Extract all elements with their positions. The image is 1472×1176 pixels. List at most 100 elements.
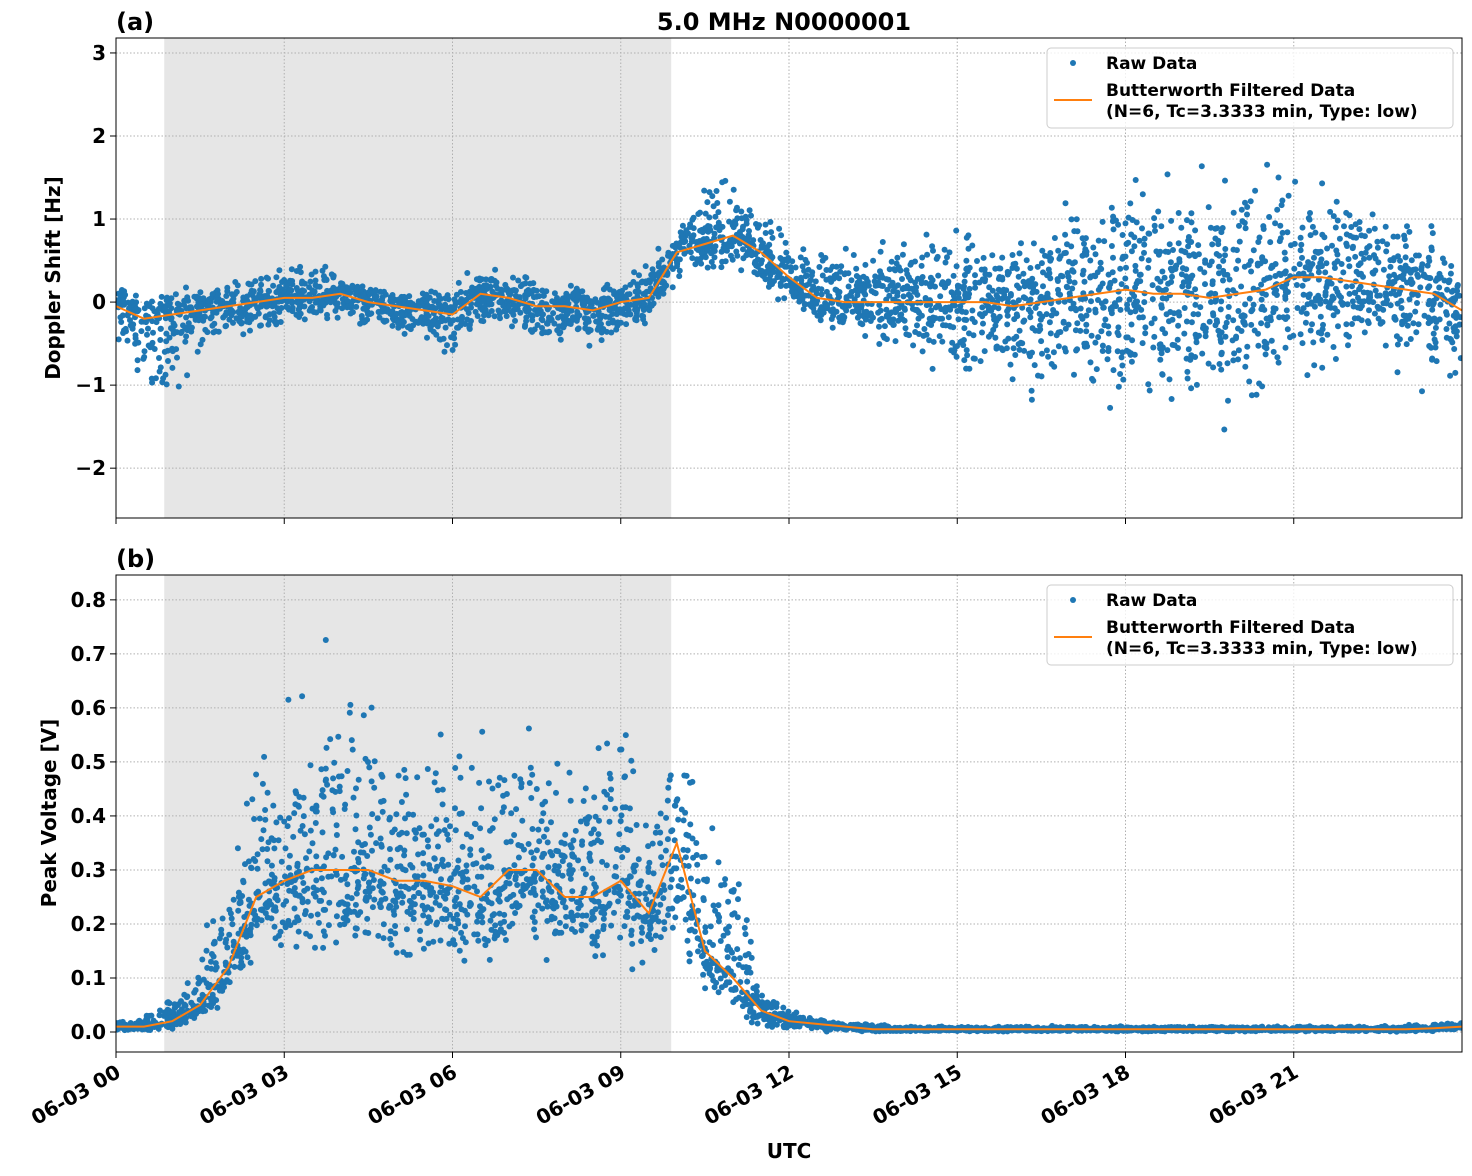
raw-data-point xyxy=(450,916,456,922)
raw-data-point xyxy=(1231,210,1237,216)
raw-data-point xyxy=(433,817,439,823)
raw-data-point xyxy=(549,852,555,858)
raw-data-point xyxy=(265,790,271,796)
raw-data-point xyxy=(1004,321,1010,327)
raw-data-point xyxy=(699,854,705,860)
raw-data-point xyxy=(935,254,941,260)
raw-data-point xyxy=(307,933,313,939)
raw-data-point xyxy=(933,304,939,310)
panel-a-ylabel: Doppler Shift [Hz] xyxy=(41,176,65,380)
raw-data-point xyxy=(506,304,512,310)
raw-data-point xyxy=(535,310,541,316)
raw-data-point xyxy=(387,846,393,852)
raw-data-point xyxy=(272,924,278,930)
raw-data-point xyxy=(381,935,387,941)
raw-data-point xyxy=(710,264,716,270)
raw-data-point xyxy=(1120,232,1126,238)
raw-data-point xyxy=(1090,245,1096,251)
raw-data-point xyxy=(1208,225,1214,231)
raw-data-point xyxy=(1218,339,1224,345)
raw-data-point xyxy=(1346,263,1352,269)
raw-data-point xyxy=(879,316,885,322)
raw-data-point xyxy=(593,814,599,820)
raw-data-point xyxy=(530,280,536,286)
raw-data-point xyxy=(467,903,473,909)
raw-data-point xyxy=(1436,276,1442,282)
raw-data-point xyxy=(591,826,597,832)
raw-data-point xyxy=(783,240,789,246)
raw-data-point xyxy=(1159,326,1165,332)
raw-data-point xyxy=(452,898,458,904)
raw-data-point xyxy=(946,314,952,320)
raw-data-point xyxy=(442,896,448,902)
raw-data-point xyxy=(1383,224,1389,230)
raw-data-point xyxy=(373,294,379,300)
raw-data-point xyxy=(607,819,613,825)
raw-data-point xyxy=(220,916,226,922)
raw-data-point xyxy=(246,313,252,319)
raw-data-point xyxy=(589,875,595,881)
raw-data-point xyxy=(147,344,153,350)
raw-data-point xyxy=(485,863,491,869)
raw-data-point xyxy=(1138,307,1144,313)
raw-data-point xyxy=(1188,385,1194,391)
raw-data-point xyxy=(479,919,485,925)
raw-data-point xyxy=(368,310,374,316)
raw-data-point xyxy=(1109,205,1115,211)
raw-data-point xyxy=(471,931,477,937)
raw-data-point xyxy=(1341,223,1347,229)
raw-data-point xyxy=(611,288,617,294)
raw-data-point xyxy=(853,266,859,272)
raw-data-point xyxy=(258,282,264,288)
raw-data-point xyxy=(325,874,331,880)
raw-data-point xyxy=(1185,283,1191,289)
raw-data-point xyxy=(1449,339,1455,345)
raw-data-point xyxy=(855,280,861,286)
raw-data-point xyxy=(158,326,164,332)
raw-data-point xyxy=(492,816,498,822)
raw-data-point xyxy=(510,275,516,281)
raw-data-point xyxy=(661,926,667,932)
raw-data-point xyxy=(1383,248,1389,254)
raw-data-point xyxy=(398,884,404,890)
raw-data-point xyxy=(1109,243,1115,249)
raw-data-point xyxy=(312,945,318,951)
raw-data-point xyxy=(426,914,432,920)
raw-data-point xyxy=(247,328,253,334)
raw-data-point xyxy=(1026,307,1032,313)
raw-data-point xyxy=(1069,216,1075,222)
raw-data-point xyxy=(912,329,918,335)
raw-data-point xyxy=(657,830,663,836)
raw-data-point xyxy=(425,904,431,910)
raw-data-point xyxy=(1072,280,1078,286)
raw-data-point xyxy=(591,298,597,304)
raw-data-point xyxy=(328,299,334,305)
y-tick-label: 1 xyxy=(92,207,106,231)
raw-data-point xyxy=(1167,309,1173,315)
raw-data-point xyxy=(657,840,663,846)
raw-data-point xyxy=(529,329,535,335)
raw-data-point xyxy=(532,879,538,885)
raw-data-point xyxy=(1243,225,1249,231)
raw-data-point xyxy=(1343,210,1349,216)
raw-data-point xyxy=(1189,319,1195,325)
raw-data-point xyxy=(174,329,180,335)
raw-data-point xyxy=(300,880,306,886)
figure-title: 5.0 MHz N0000001 xyxy=(657,8,911,36)
raw-data-point xyxy=(1221,427,1227,433)
raw-data-point xyxy=(656,918,662,924)
raw-data-point xyxy=(483,896,489,902)
raw-data-point xyxy=(249,796,255,802)
raw-data-point xyxy=(583,785,589,791)
raw-data-point xyxy=(287,287,293,293)
raw-data-point xyxy=(1010,376,1016,382)
raw-data-point xyxy=(1140,340,1146,346)
raw-data-point xyxy=(1235,326,1241,332)
raw-data-point xyxy=(889,259,895,265)
raw-data-point xyxy=(954,263,960,269)
raw-data-point xyxy=(452,296,458,302)
raw-data-point xyxy=(1237,239,1243,245)
raw-data-point xyxy=(1218,298,1224,304)
raw-data-point xyxy=(1276,360,1282,366)
raw-data-point xyxy=(479,914,485,920)
